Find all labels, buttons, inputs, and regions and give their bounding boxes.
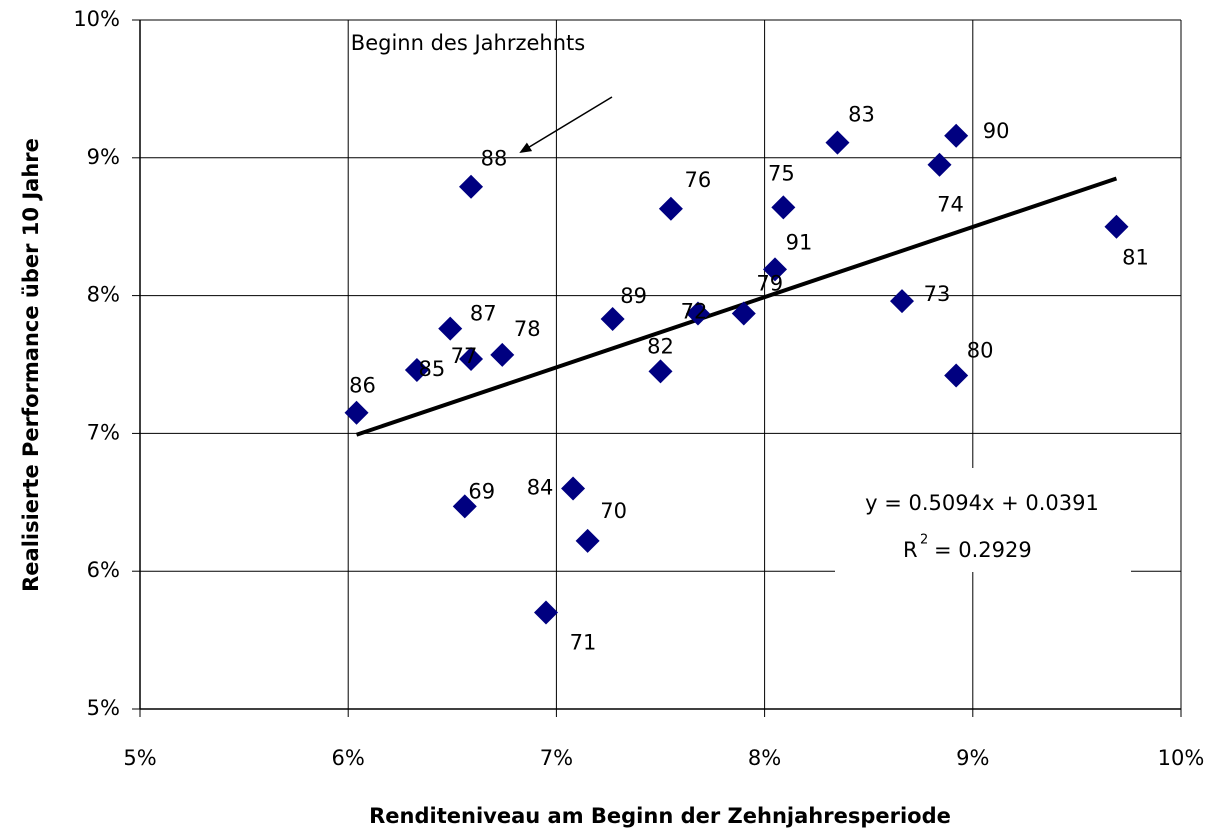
y-tick-label: 7%: [87, 420, 120, 444]
point: [763, 257, 788, 282]
trend-equation: y = 0.5094x + 0.0391: [865, 491, 1099, 515]
point-label: 70: [600, 499, 627, 523]
x-tick-label: 5%: [123, 746, 156, 770]
x-tick-label: 7%: [540, 746, 573, 770]
point: [1104, 214, 1129, 239]
grid: [132, 19, 1182, 717]
point: [452, 494, 477, 519]
point: [944, 123, 969, 148]
point-label: 87: [470, 302, 497, 326]
point-label: 85: [419, 357, 446, 381]
r-squared-symbol: R: [903, 538, 918, 562]
y-tick-label: 9%: [87, 145, 120, 169]
point-label: 74: [937, 193, 964, 217]
y-tick-label: 5%: [87, 696, 120, 720]
y-tick-label: 6%: [87, 558, 120, 582]
point-label: 71: [570, 631, 597, 655]
point: [533, 600, 558, 625]
r-squared-value: = 0.2929: [934, 538, 1032, 562]
point: [344, 400, 369, 425]
point-label: 86: [349, 374, 376, 398]
r-squared-exponent: 2: [920, 533, 928, 548]
point: [685, 301, 710, 326]
point: [459, 346, 484, 371]
point-label: 81: [1122, 246, 1149, 270]
y-axis-title: Realisierte Performance über 10 Jahre: [19, 138, 43, 592]
equation-box: [835, 468, 1131, 572]
x-tick-label: 6%: [332, 746, 365, 770]
point-label: 69: [468, 479, 495, 503]
point: [438, 316, 463, 341]
point-label: 89: [620, 284, 647, 308]
point: [658, 196, 683, 221]
point-label: 82: [647, 334, 674, 358]
point-label: 77: [451, 344, 478, 368]
y-tick-label: 8%: [87, 283, 120, 307]
annotation-arrow: [519, 96, 613, 154]
point: [575, 528, 600, 553]
point-label: 83: [848, 103, 875, 127]
point: [561, 476, 586, 501]
point: [490, 342, 515, 367]
point-label: 76: [685, 168, 712, 192]
point: [459, 174, 484, 199]
point: [825, 130, 850, 155]
point: [771, 195, 796, 220]
point-label: 88: [481, 147, 508, 171]
point-label: 91: [786, 230, 813, 254]
point: [890, 289, 915, 314]
annotation: Beginn des Jahrzehnts: [351, 31, 585, 55]
point: [731, 301, 756, 326]
marks: [344, 123, 1129, 625]
point-label: 90: [983, 119, 1010, 143]
point-label: 75: [768, 161, 795, 185]
point-label: 73: [924, 282, 951, 306]
point: [648, 359, 673, 384]
x-tick-label: 9%: [956, 746, 989, 770]
x-axis-title: Renditeniveau am Beginn der Zehnjahrespe…: [369, 804, 951, 828]
point-label: 72: [681, 300, 708, 324]
x-tick-label: 8%: [748, 746, 781, 770]
y-tick-label: 10%: [73, 7, 120, 31]
point-label: 79: [756, 272, 783, 296]
trendline: [355, 176, 1118, 437]
point: [927, 152, 952, 177]
point-label: 78: [514, 317, 541, 341]
point: [600, 307, 625, 332]
point: [404, 358, 429, 383]
point-label: 84: [527, 476, 554, 500]
point: [944, 363, 969, 388]
x-tick-label: 10%: [1158, 746, 1205, 770]
point-label: 80: [967, 339, 994, 363]
